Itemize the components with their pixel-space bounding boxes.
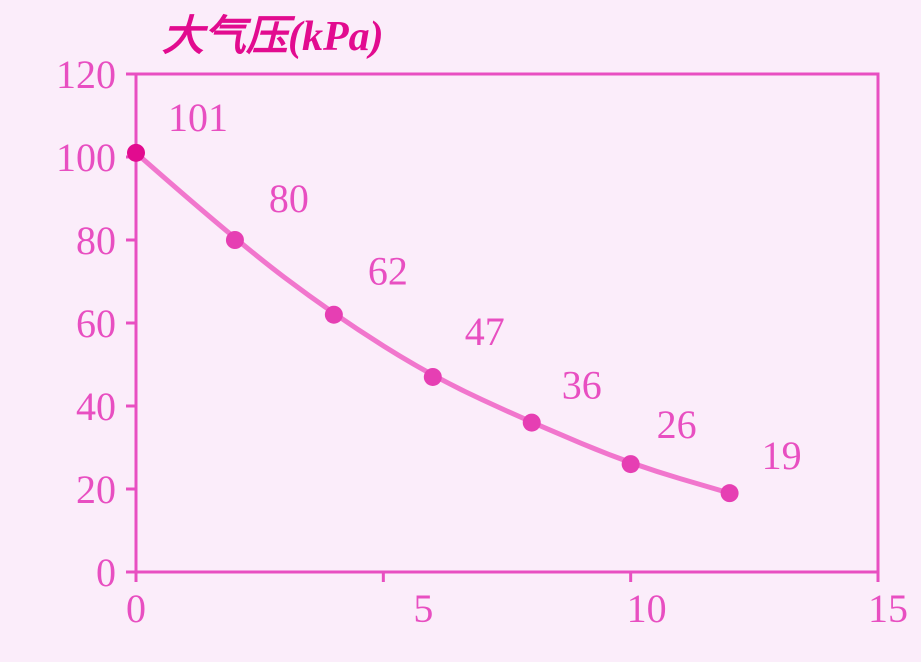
y-tick-label: 120 <box>56 52 116 97</box>
data-label: 26 <box>657 402 697 447</box>
pressure-chart: 0 20 40 60 80 100 120 0 5 10 15 101 80 62 47 36 26 19 大气压(… <box>0 0 921 662</box>
data-marker <box>226 231 244 249</box>
data-marker <box>721 484 739 502</box>
chart-title: 大气压(kPa) <box>162 13 384 60</box>
y-tick-label: 0 <box>96 550 116 595</box>
y-tick-label: 100 <box>56 135 116 180</box>
data-marker <box>622 455 640 473</box>
data-label: 101 <box>168 95 228 140</box>
data-label: 19 <box>762 433 802 478</box>
chart-container: 0 20 40 60 80 100 120 0 5 10 15 101 80 62 47 36 26 19 大气压(… <box>0 0 921 662</box>
y-tick-label: 80 <box>76 218 116 263</box>
y-tick-label: 40 <box>76 384 116 429</box>
x-tick-label: 10 <box>627 586 667 631</box>
y-tick-label: 60 <box>76 301 116 346</box>
data-marker <box>424 368 442 386</box>
x-tick-label: 15 <box>868 586 908 631</box>
x-tick-label: 5 <box>413 586 433 631</box>
x-tick-label: 0 <box>126 586 146 631</box>
data-marker <box>523 414 541 432</box>
y-tick-label: 20 <box>76 467 116 512</box>
data-marker <box>127 144 145 162</box>
data-label: 36 <box>562 363 602 408</box>
data-label: 62 <box>368 249 408 294</box>
data-label: 47 <box>465 309 505 354</box>
data-label: 80 <box>269 176 309 221</box>
data-marker <box>325 306 343 324</box>
chart-background <box>0 0 921 662</box>
